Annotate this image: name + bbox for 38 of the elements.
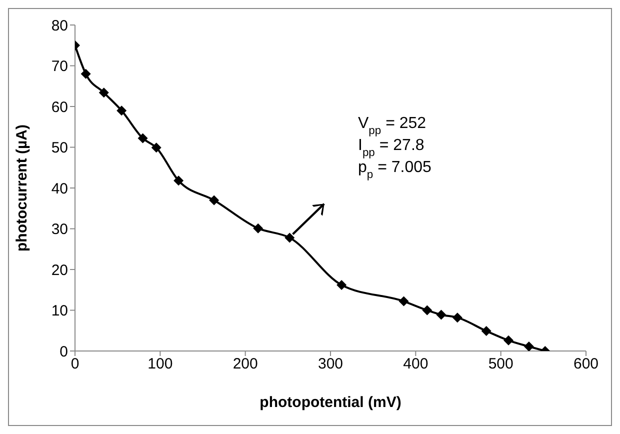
y-tick-label: 40 — [51, 180, 68, 198]
annotation: V$_{pp}$ = 252 — [358, 115, 426, 137]
x-tick-label: 400 — [403, 356, 428, 373]
x-tick-label: 200 — [232, 356, 258, 373]
point — [116, 106, 127, 116]
point — [524, 342, 534, 351]
point — [209, 195, 220, 206]
point — [336, 280, 347, 290]
y-tick-label: 80 — [51, 17, 68, 34]
point — [436, 310, 446, 320]
y-tick-label: 50 — [51, 140, 68, 157]
point — [504, 335, 514, 346]
x-tick-label: 600 — [573, 356, 599, 373]
point — [80, 68, 91, 79]
point — [284, 232, 295, 243]
x-axis-title: photopotential (mV) — [260, 394, 402, 411]
point — [422, 305, 432, 316]
y-tick-label: 60 — [51, 98, 68, 116]
y-tick-label: 10 — [51, 302, 68, 320]
x-tick-label: 0 — [70, 356, 80, 373]
x-tick-label: 300 — [318, 356, 344, 373]
point — [253, 223, 264, 234]
y-tick-label: 20 — [51, 262, 68, 279]
y-axis-title: photocurrent (µA) — [13, 124, 30, 252]
point — [138, 133, 148, 144]
point — [481, 326, 492, 336]
annotation: p$_{p}$ = 7.005 — [358, 159, 432, 181]
point — [151, 142, 162, 153]
y-tick-label: 0 — [60, 343, 68, 360]
point — [174, 176, 184, 186]
x-tick-label: 500 — [488, 356, 514, 373]
annotation: I$_{pp}$ = 27.8 — [358, 137, 424, 159]
y-tick-label: 30 — [51, 221, 68, 238]
point — [98, 88, 109, 98]
y-tick-label: 70 — [51, 58, 68, 76]
point — [452, 312, 462, 323]
point — [398, 296, 409, 306]
x-tick-label: 100 — [148, 356, 173, 373]
